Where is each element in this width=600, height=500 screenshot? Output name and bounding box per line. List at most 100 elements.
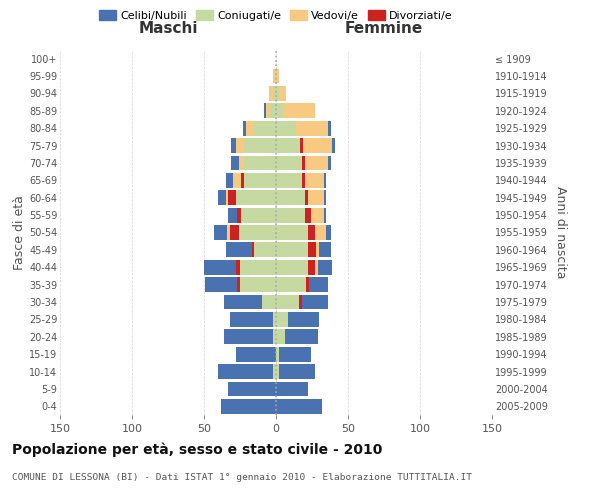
Bar: [226, 173, 233, 188]
Bar: [236, 260, 240, 274]
Bar: [279, 347, 311, 362]
Bar: [204, 260, 236, 274]
Bar: [232, 138, 236, 153]
Bar: [205, 278, 237, 292]
Bar: [308, 225, 315, 240]
Bar: [305, 208, 311, 222]
Bar: [221, 399, 276, 413]
Bar: [326, 225, 331, 240]
Bar: [276, 312, 287, 327]
Bar: [316, 242, 319, 258]
Bar: [276, 104, 283, 118]
Bar: [226, 190, 229, 205]
Bar: [254, 242, 276, 258]
Legend: Celibi/Nubili, Coniugati/e, Vedovi/e, Divorziati/e: Celibi/Nubili, Coniugati/e, Vedovi/e, Di…: [95, 6, 457, 25]
Bar: [265, 104, 266, 118]
Bar: [253, 121, 276, 136]
Bar: [244, 138, 276, 153]
Bar: [239, 156, 244, 170]
Bar: [276, 278, 306, 292]
Bar: [306, 278, 309, 292]
Bar: [276, 208, 305, 222]
Bar: [279, 364, 315, 379]
Bar: [226, 242, 251, 258]
Bar: [301, 138, 304, 153]
Bar: [224, 294, 262, 310]
Bar: [284, 330, 318, 344]
Bar: [276, 330, 284, 344]
Bar: [304, 138, 332, 153]
Bar: [323, 173, 326, 188]
Bar: [273, 330, 276, 344]
Bar: [276, 347, 279, 362]
Bar: [239, 225, 276, 240]
Bar: [328, 156, 331, 170]
Bar: [273, 68, 276, 84]
Text: Maschi: Maschi: [138, 21, 198, 36]
Bar: [276, 173, 302, 188]
Bar: [240, 260, 276, 274]
Bar: [308, 190, 323, 205]
Bar: [273, 364, 276, 379]
Bar: [319, 242, 331, 258]
Bar: [224, 330, 273, 344]
Bar: [244, 173, 276, 188]
Bar: [241, 173, 244, 188]
Bar: [237, 208, 241, 222]
Bar: [308, 260, 315, 274]
Bar: [218, 190, 226, 205]
Bar: [276, 260, 308, 274]
Bar: [323, 190, 326, 205]
Bar: [244, 156, 276, 170]
Bar: [309, 278, 328, 292]
Bar: [236, 190, 276, 205]
Bar: [230, 312, 273, 327]
Bar: [236, 138, 244, 153]
Bar: [269, 86, 273, 101]
Bar: [276, 121, 296, 136]
Bar: [305, 190, 308, 205]
Bar: [218, 364, 273, 379]
Bar: [251, 242, 254, 258]
Bar: [315, 260, 318, 274]
Y-axis label: Anni di nascita: Anni di nascita: [554, 186, 567, 279]
Text: COMUNE DI LESSONA (BI) - Dati ISTAT 1° gennaio 2010 - Elaborazione TUTTITALIA.IT: COMUNE DI LESSONA (BI) - Dati ISTAT 1° g…: [12, 472, 472, 482]
Bar: [273, 86, 276, 101]
Bar: [328, 121, 331, 136]
Bar: [302, 294, 328, 310]
Bar: [305, 156, 328, 170]
Bar: [276, 86, 279, 101]
Bar: [276, 68, 279, 84]
Bar: [262, 294, 276, 310]
Bar: [237, 278, 240, 292]
Bar: [232, 156, 239, 170]
Bar: [276, 382, 308, 396]
Bar: [296, 121, 328, 136]
Bar: [227, 225, 230, 240]
Bar: [276, 364, 279, 379]
Bar: [276, 399, 322, 413]
Bar: [229, 208, 237, 222]
Bar: [243, 121, 246, 136]
Bar: [276, 225, 308, 240]
Bar: [302, 156, 305, 170]
Bar: [214, 225, 227, 240]
Bar: [233, 173, 241, 188]
Bar: [241, 208, 276, 222]
Text: Popolazione per età, sesso e stato civile - 2010: Popolazione per età, sesso e stato civil…: [12, 442, 382, 457]
Bar: [266, 104, 269, 118]
Bar: [236, 347, 276, 362]
Bar: [305, 173, 323, 188]
Bar: [287, 312, 319, 327]
Bar: [332, 138, 335, 153]
Bar: [308, 242, 316, 258]
Bar: [279, 86, 286, 101]
Bar: [315, 225, 326, 240]
Bar: [318, 260, 332, 274]
Text: Femmine: Femmine: [345, 21, 423, 36]
Bar: [311, 208, 323, 222]
Bar: [276, 294, 299, 310]
Bar: [229, 382, 276, 396]
Bar: [269, 104, 276, 118]
Bar: [323, 208, 326, 222]
